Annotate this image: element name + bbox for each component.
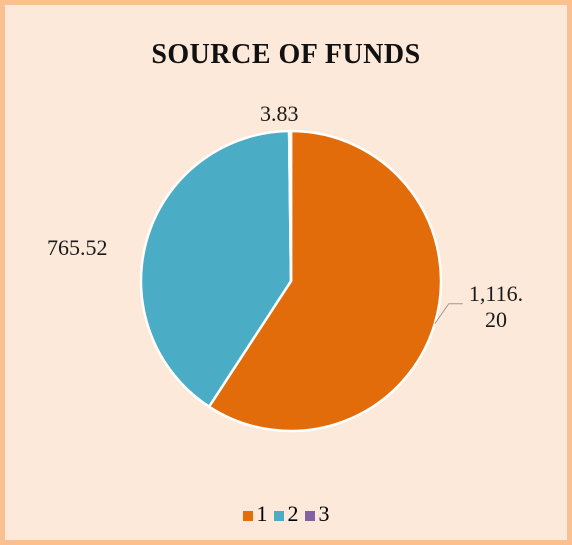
legend-swatch (304, 510, 315, 521)
pie-slice (139, 129, 293, 409)
chart-title: SOURCE OF FUNDS (151, 39, 421, 70)
data-label: 765.52 (47, 235, 108, 260)
pie-slice (287, 129, 293, 282)
leader-line (434, 303, 463, 325)
data-label: 1,116.20 (468, 281, 524, 332)
legend-label: 2 (287, 501, 299, 526)
data-label: 3.83 (260, 101, 299, 126)
legend-swatch (273, 510, 284, 521)
legend-item: 3 (304, 501, 330, 527)
legend-item: 2 (273, 501, 299, 527)
legend-label: 3 (318, 501, 330, 526)
legend-swatch (242, 510, 253, 521)
legend-label: 1 (256, 501, 268, 526)
pie-area (139, 129, 463, 433)
pie-slice (207, 129, 443, 433)
legend-item: 1 (242, 501, 268, 527)
